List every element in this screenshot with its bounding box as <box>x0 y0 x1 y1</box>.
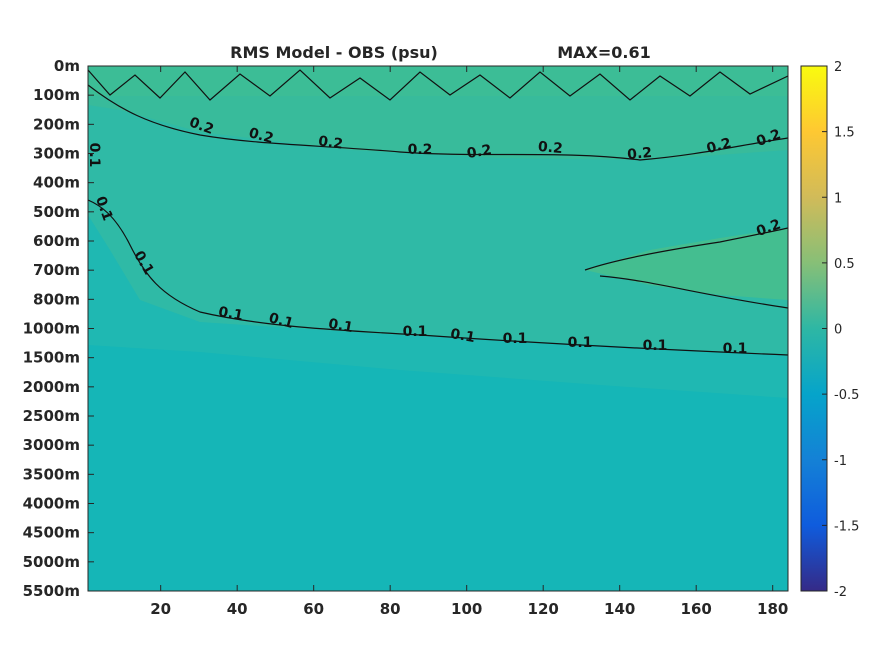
contour-label: 0.1 <box>723 341 748 357</box>
salinity-rms-field <box>88 66 788 591</box>
y-tick-label: 5000m <box>23 553 80 571</box>
chart-title: RMS Model - OBS (psu) <box>230 43 438 62</box>
colorbar-tick-label: 0.5 <box>834 257 855 272</box>
contour-label: 0.1 <box>643 338 668 354</box>
contour-label: 0.1 <box>403 324 428 340</box>
contour-0p2-core <box>584 227 788 309</box>
y-tick-label: 600m <box>33 232 80 250</box>
x-tick-label: 20 <box>150 600 171 618</box>
y-tick-label: 1000m <box>23 320 80 338</box>
x-tick-label: 140 <box>604 600 635 618</box>
y-tick-label: 4000m <box>23 495 80 513</box>
x-tick-label: 120 <box>528 600 559 618</box>
y-tick-label: 400m <box>33 174 80 192</box>
contour-label: 0.2 <box>408 142 433 158</box>
colorbar-ticks: 2 1.5 1 0.5 0 -0.5 -1 -1.5 -2 <box>822 60 859 600</box>
y-tick-label: 300m <box>33 145 80 163</box>
y-tick-label: 100m <box>33 86 80 104</box>
contour-label: 0.1 <box>92 194 116 223</box>
field-surface-band <box>88 66 788 96</box>
contour-label: 0.1 <box>568 335 593 351</box>
y-tick-label: 5500m <box>23 582 80 600</box>
contour-label-layer: 0.2 0.2 0.2 0.2 0.2 0.2 0.2 0.2 0.2 0.2 0.1 0.1 0.1 0… <box>86 114 783 357</box>
contour-label: 0.1 <box>217 304 244 324</box>
contour-0p1-deep <box>88 199 788 356</box>
colorbar-tick-label: 1 <box>834 191 842 206</box>
contour-label: 0.2 <box>537 139 563 157</box>
contour-label: 0.1 <box>86 143 102 168</box>
colorbar-tick-label: -0.5 <box>834 388 859 403</box>
y-tick-label: 3000m <box>23 436 80 454</box>
contour-surface-noise <box>88 69 788 101</box>
contour-label: 0.1 <box>267 310 295 332</box>
colorbar-tick-label: 0 <box>834 323 842 338</box>
colorbar-tick-label: -2 <box>834 585 847 600</box>
x-axis-ticks: 20 40 60 80 100 120 140 160 180 <box>150 66 788 618</box>
contour-label: 0.1 <box>327 316 354 336</box>
contour-label: 0.2 <box>247 125 275 147</box>
contour-lines <box>88 69 788 356</box>
y-tick-label: 800m <box>33 290 80 308</box>
contour-label: 0.2 <box>187 114 216 138</box>
x-tick-label: 40 <box>227 600 248 618</box>
y-tick-label: 2500m <box>23 407 80 425</box>
contour-label: 0.2 <box>317 133 344 152</box>
x-tick-label: 80 <box>380 600 401 618</box>
x-tick-label: 60 <box>303 600 324 618</box>
contour-label: 0.2 <box>705 135 733 157</box>
y-tick-label: 0m <box>54 57 80 75</box>
y-tick-label: 2000m <box>23 378 80 396</box>
x-tick-label: 180 <box>757 600 788 618</box>
y-axis-ticks: 0m 100m 200m 300m 400m 500m 600m 700m 800m 1000m 1… <box>23 57 94 600</box>
contour-label: 0.2 <box>754 216 783 240</box>
contour-label: 0.2 <box>754 126 783 150</box>
y-tick-label: 500m <box>33 203 80 221</box>
x-tick-label: 160 <box>681 600 712 618</box>
y-tick-label: 200m <box>33 115 80 133</box>
contour-label: 0.2 <box>466 142 493 162</box>
field-core-patch <box>585 228 788 300</box>
y-tick-label: 700m <box>33 261 80 279</box>
contour-label: 0.2 <box>627 145 653 163</box>
y-tick-label: 1500m <box>23 349 80 367</box>
colorbar-tick-label: 2 <box>834 60 842 75</box>
contour-label: 0.1 <box>449 326 476 346</box>
contour-label: 0.1 <box>503 331 528 347</box>
colorbar-tick-label: -1.5 <box>834 519 859 534</box>
contour-0p2-upper <box>88 84 788 161</box>
y-tick-label: 4500m <box>23 524 80 542</box>
y-tick-label: 3500m <box>23 465 80 483</box>
max-value-label: MAX=0.61 <box>557 43 651 62</box>
colorbar-tick-label: -1 <box>834 454 847 469</box>
colorbar-tick-label: 1.5 <box>834 126 855 141</box>
x-tick-label: 100 <box>451 600 482 618</box>
